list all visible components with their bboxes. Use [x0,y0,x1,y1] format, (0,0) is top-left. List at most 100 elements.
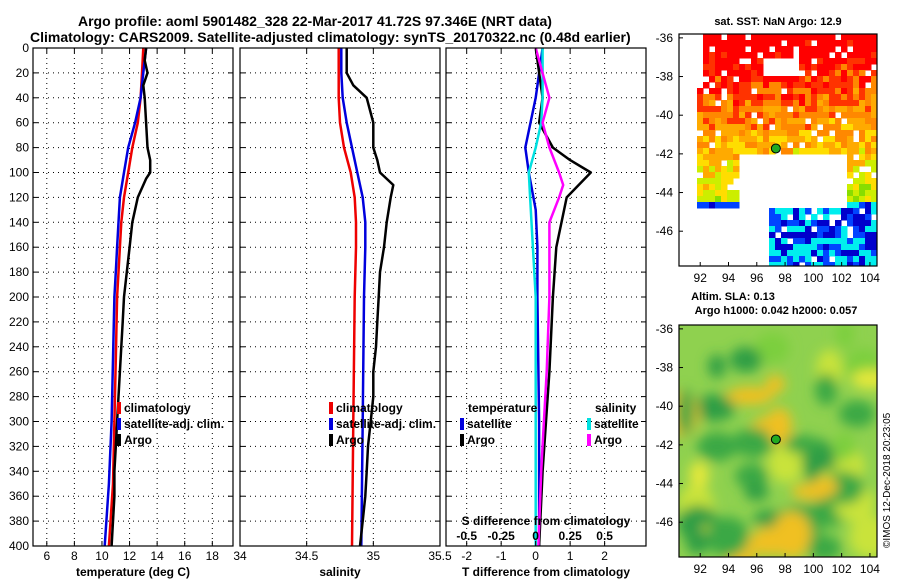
sst-cell [715,148,722,155]
x-tick-label: 10 [95,549,109,563]
sst-cell [871,124,877,131]
sst-cell [727,154,734,161]
map-x-tick-label: 98 [778,562,792,576]
sst-cell [853,184,860,191]
sst-cell [721,196,728,203]
sst-cell [829,118,836,125]
sst-cell [829,76,836,83]
sst-cell [715,34,722,41]
sla-blob [689,460,710,489]
sst-cell [793,220,800,227]
sst-cell [811,106,818,113]
sst-cell [757,76,764,83]
sst-cell [835,244,842,251]
sst-cell [817,112,824,119]
sst-cell [847,34,854,41]
sst-cell [859,154,866,161]
sst-cell [811,112,818,119]
sst-cell [871,262,877,266]
difference-panel: -2 -1 0 1 2 -0.5 -0.25 0 0.25 0.5 T difference fr… [445,47,647,579]
sst-cell [775,112,782,119]
sst-cell [871,58,877,65]
sst-cell [805,58,812,65]
sst-cell [871,250,877,257]
sst-cell [859,178,866,185]
sst-cell [841,250,848,257]
sst-cell [847,172,854,179]
sst-cell [715,160,722,167]
sst-cell [865,208,872,215]
x-tick-label: 34 [233,549,247,563]
sst-cell [817,226,824,233]
sst-cell [853,70,860,77]
sst-cell [871,136,877,143]
sst-cell [823,64,830,71]
legend-t-satellite-label: satellite [467,417,512,431]
map-x-tick-label: 104 [860,562,880,576]
title-line-1: Argo profile: aoml 5901482_328 22-Mar-20… [78,13,552,29]
legend-satellite-swatch [329,418,333,430]
sst-cell [709,148,716,155]
sst-cell [871,238,877,245]
sst-cell [859,172,866,179]
sst-cell [805,52,812,59]
sst-cell [865,256,872,263]
sst-cell [817,262,824,266]
sst-cell [799,124,806,131]
sst-cell [799,118,806,125]
sst-cell [769,52,776,59]
sst-cell [865,34,872,41]
salinity-legend: climatology satellite-adj. clim. Argo [329,401,436,447]
depth-tick-label: 340 [9,464,29,478]
sst-cell [817,106,824,113]
sst-cell [811,34,818,41]
sst-cell [751,148,758,155]
sst-cell [715,202,722,209]
depth-tick-label: 280 [9,390,29,404]
sst-cell [865,238,872,245]
x-tick-label: 18 [206,549,220,563]
sst-cell [751,118,758,125]
sst-cell [739,70,746,77]
sst-cell [793,88,800,95]
sst-cell [715,118,722,125]
sst-cell [841,58,848,65]
legend-argo-swatch [117,434,121,446]
sst-cell [865,76,872,83]
sla-map-title: Altim. SLA: 0.13 [691,291,775,303]
sst-cell [835,208,842,215]
sst-cell [847,82,854,89]
map-y-tick-label: -44 [656,186,674,200]
sst-cell [697,106,704,113]
sst-cell [805,70,812,77]
sst-cell [733,124,740,131]
sst-cell [697,94,704,101]
sst-cell [703,166,710,173]
sst-cell [763,94,770,101]
sst-cell [871,208,877,215]
sst-cell [841,94,848,101]
sst-cell [733,142,740,149]
sst-cell [853,58,860,65]
sst-cell [793,136,800,143]
legend-t-argo-label: Argo [467,433,495,447]
map-y-tick-label: -38 [656,70,674,84]
sst-cell [727,130,734,137]
sst-cell [757,124,764,131]
depth-tick-label: 360 [9,489,29,503]
argo-position-marker [770,434,781,445]
map-x-tick-label: 100 [803,271,823,285]
map-y-tick-label: -40 [656,399,674,413]
sst-cell [733,58,740,65]
sst-cell [727,160,734,167]
sst-cell [847,64,854,71]
sst-cell [787,76,794,83]
sst-cell [823,136,830,143]
sst-cell [763,124,770,131]
sst-cell [715,106,722,113]
sla-blob [726,386,774,405]
sla-blob [693,394,736,422]
sst-cell [703,130,710,137]
sst-cell [847,112,854,119]
sst-cell [769,220,776,227]
